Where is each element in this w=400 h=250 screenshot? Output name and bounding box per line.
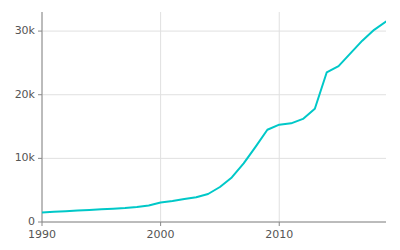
y-tick-label: 0 (28, 215, 35, 228)
plot-area (42, 22, 386, 213)
y-tick-label: 30k (15, 24, 36, 37)
x-tick-label: 2010 (265, 228, 293, 241)
axes: 0 10k 20k 30k 1990 2000 2010 (15, 12, 386, 241)
x-tick-label: 2000 (147, 228, 175, 241)
y-grid-line (42, 94, 386, 95)
y-tick-label: 20k (15, 88, 36, 101)
grid (42, 12, 386, 222)
x-grid-line (160, 12, 161, 222)
x-tick-label: 1990 (28, 228, 56, 241)
y-tick (38, 94, 42, 95)
y-grid-line (42, 31, 386, 32)
y-grid-line (42, 158, 386, 159)
x-grid-line (42, 12, 43, 222)
y-tick (38, 31, 42, 32)
data-line (42, 22, 386, 213)
y-grid-line (42, 222, 386, 223)
x-tick (42, 222, 43, 226)
x-axis-line (42, 222, 386, 223)
x-grid-line (279, 12, 280, 222)
x-tick (160, 222, 161, 226)
x-tick (279, 222, 280, 226)
chart-container: 0 10k 20k 30k 1990 2000 2010 (0, 0, 400, 250)
y-tick-label: 10k (15, 151, 36, 164)
y-tick (38, 158, 42, 159)
y-axis-line (42, 12, 43, 222)
y-tick (38, 222, 42, 223)
chart: 0 10k 20k 30k 1990 2000 2010 (0, 0, 400, 250)
